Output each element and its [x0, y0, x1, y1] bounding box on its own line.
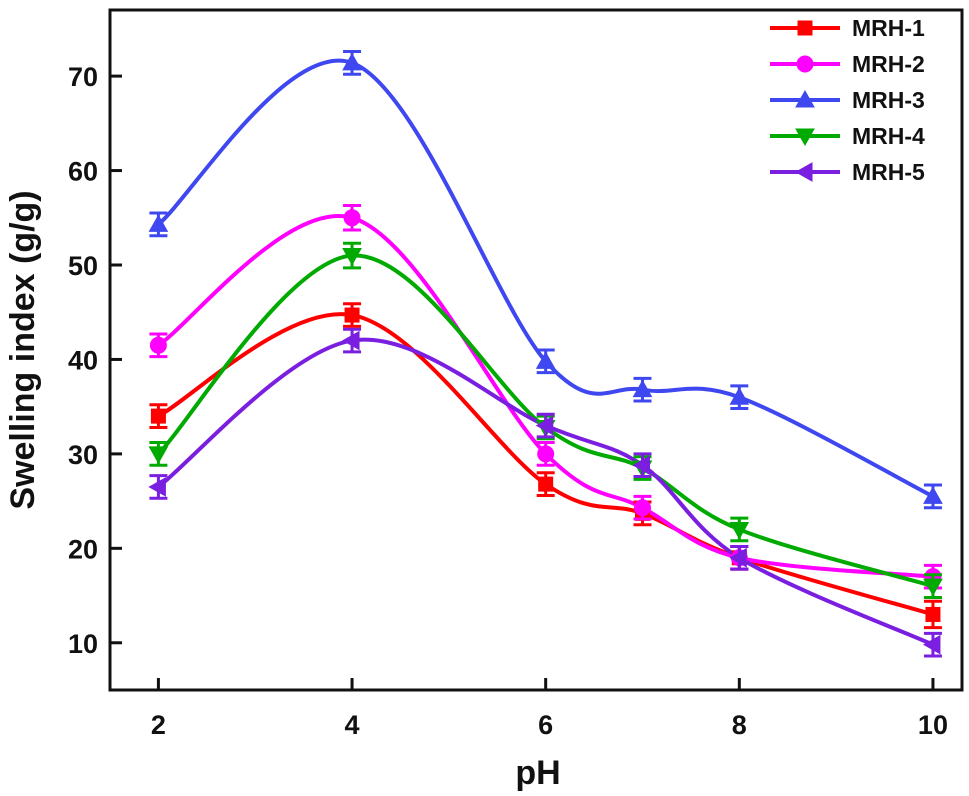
data-point-MRH-3: [729, 387, 750, 405]
axis-ticks: [110, 74, 935, 690]
legend-entry-MRH-4: MRH-4: [770, 123, 925, 149]
x-tick-label: 8: [732, 710, 747, 740]
y-tick-label: 20: [68, 534, 98, 564]
data-point-MRH-2: [343, 209, 361, 227]
y-tick-label: 50: [68, 251, 98, 281]
data-point-MRH-1: [925, 606, 941, 622]
data-point-MRH-4: [923, 578, 943, 597]
data-point-MRH-1: [344, 307, 360, 323]
series-line-MRH-5: [157, 337, 934, 647]
legend-label: MRH-5: [852, 159, 925, 185]
legend-label: MRH-4: [852, 123, 925, 149]
y-tick-label: 30: [68, 440, 98, 470]
legend-entry-MRH-1: MRH-1: [770, 15, 925, 41]
plot-frame: [108, 8, 964, 692]
data-point-MRH-4: [729, 521, 750, 540]
data-point-MRH-4: [148, 446, 169, 464]
series-line-MRH-1: [157, 312, 934, 617]
data-point-MRH-5: [632, 455, 650, 476]
data-point-MRH-5: [729, 547, 747, 568]
x-tick-label: 10: [918, 710, 948, 740]
legend-swatch-marker: [795, 128, 815, 147]
data-point-MRH-5: [148, 477, 166, 497]
data-point-MRH-5: [342, 330, 360, 351]
data-point-MRH-5: [535, 415, 554, 436]
series-line-MRH-4: [156, 253, 934, 589]
legend-entry-MRH-5: MRH-5: [770, 159, 925, 185]
legend-swatch-marker: [795, 89, 815, 108]
x-axis-title: pH: [515, 754, 560, 792]
data-point-MRH-3: [342, 52, 362, 71]
data-point-MRH-4: [342, 248, 362, 266]
legend-entry-MRH-3: MRH-3: [770, 87, 925, 113]
x-tick-label: 4: [345, 710, 360, 740]
legend-label: MRH-3: [852, 87, 925, 113]
legend: MRH-1 MRH-2 MRH-3 MRH-4 MRH-5: [770, 15, 925, 185]
x-tick-label: 6: [538, 710, 553, 740]
x-tick-label: 2: [151, 710, 166, 740]
data-point-MRH-3: [923, 486, 943, 504]
data-point-MRH-3: [148, 214, 169, 232]
series-markers: [148, 50, 943, 658]
data-point-MRH-5: [922, 634, 941, 655]
legend-swatch-marker: [796, 55, 814, 73]
data-point-MRH-1: [150, 408, 166, 424]
y-axis-title: Swelling index (g/g): [4, 190, 42, 509]
y-tick-label: 60: [68, 157, 98, 187]
legend-label: MRH-2: [852, 51, 925, 77]
data-point-MRH-2: [537, 445, 555, 463]
legend-swatch-marker: [794, 162, 813, 182]
y-tick-label: 40: [68, 345, 98, 375]
legend-label: MRH-1: [852, 15, 925, 41]
legend-swatch-marker: [797, 20, 813, 36]
y-tick-label: 70: [68, 62, 98, 92]
series-line-MRH-2: [157, 214, 934, 579]
data-point-MRH-3: [535, 351, 556, 369]
data-point-MRH-1: [538, 476, 554, 492]
data-point-MRH-2: [634, 499, 651, 517]
data-point-MRH-3: [632, 379, 653, 398]
data-point-MRH-2: [149, 336, 167, 354]
y-tick-label: 10: [68, 629, 98, 659]
tick-labels: 2 4 6 8 10 10 20 30 40 50 60 70: [68, 62, 948, 740]
legend-entry-MRH-2: MRH-2: [770, 51, 925, 77]
